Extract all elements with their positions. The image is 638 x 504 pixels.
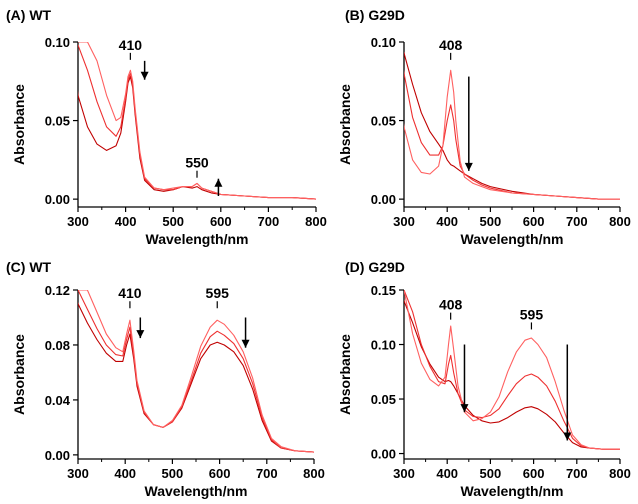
series-line: [404, 69, 620, 200]
x-axis-label: Wavelength/nm: [461, 231, 564, 247]
panel-label: (D) G29D: [345, 259, 405, 275]
y-tick-label: 0.05: [45, 114, 70, 129]
x-axis-label: Wavelength/nm: [461, 483, 564, 499]
x-tick-label: 500: [162, 466, 184, 481]
panel-3: (C) WT 300 400 500 600 700 800 0.00 0.04 0.08 0.12…: [6, 259, 325, 499]
y-tick-label: 0.05: [371, 392, 396, 407]
y-tick-label: 0.00: [371, 447, 396, 462]
y-tick-label: 0.10: [371, 338, 396, 353]
series-group: [404, 290, 620, 450]
y-axis-label: Absorbance: [337, 334, 353, 415]
x-tick-label: 800: [609, 466, 631, 481]
arrow-down-icon: [460, 404, 469, 413]
x-tick-label: 600: [523, 466, 545, 481]
peak-label: 410: [118, 285, 142, 301]
x-tick-label: 700: [256, 466, 278, 481]
x-tick-label: 700: [566, 466, 588, 481]
series-line: [78, 302, 314, 453]
series-line: [404, 51, 620, 200]
peak-label: 550: [185, 155, 209, 171]
x-tick-label: 600: [209, 466, 231, 481]
y-tick-label: 0.00: [45, 448, 70, 463]
x-tick-label: 700: [566, 214, 588, 229]
arrow-down-icon: [464, 162, 473, 171]
series-group: [404, 51, 620, 200]
peak-label: 595: [206, 285, 230, 301]
x-tick-label: 300: [393, 466, 415, 481]
x-tick-label: 700: [258, 214, 280, 229]
panel-1: (A) WT 300 400 500 600 700 800 0.00 0.05 0.10 Wave…: [6, 7, 327, 247]
panel-2: (B) G29D 300 400 500 600 700 800 0.00 0.05 0.10 Wa…: [337, 7, 631, 247]
arrow-down-icon: [563, 432, 572, 441]
series-line: [78, 290, 314, 453]
x-tick-label: 400: [436, 214, 458, 229]
y-tick-label: 0.10: [45, 35, 70, 50]
x-axis-label: Wavelength/nm: [146, 231, 249, 247]
x-tick-label: 800: [305, 214, 327, 229]
arrow-down-icon: [241, 339, 250, 348]
y-tick-label: 0.12: [45, 283, 70, 298]
y-tick-label: 0.08: [45, 338, 70, 353]
series-line: [404, 69, 620, 200]
x-tick-label: 300: [67, 214, 89, 229]
panel-label: (C) WT: [6, 259, 52, 275]
x-tick-label: 800: [303, 466, 325, 481]
panel-label: (A) WT: [6, 7, 52, 23]
peak-label: 595: [520, 306, 544, 322]
series-group: [78, 290, 314, 453]
series-line: [404, 290, 620, 450]
y-tick-label: 0.05: [371, 114, 396, 129]
x-tick-label: 400: [115, 214, 137, 229]
y-tick-label: 0.04: [45, 393, 71, 408]
peak-label: 408: [439, 37, 463, 53]
x-tick-label: 300: [67, 466, 89, 481]
y-tick-label: 0.00: [371, 192, 396, 207]
series-line: [78, 290, 314, 453]
panel-4: (D) G29D 300 400 500 600 700 800 0.00 0.05 0.10 0.…: [337, 259, 631, 499]
x-tick-label: 800: [609, 214, 631, 229]
x-tick-label: 400: [114, 466, 136, 481]
x-tick-label: 500: [162, 214, 184, 229]
y-axis-label: Absorbance: [11, 334, 27, 415]
x-tick-label: 300: [393, 214, 415, 229]
arrow-down-icon: [140, 71, 149, 80]
x-tick-label: 600: [523, 214, 545, 229]
x-axis-label: Wavelength/nm: [145, 483, 248, 499]
panel-label: (B) G29D: [345, 7, 405, 23]
arrow-down-icon: [136, 330, 145, 339]
y-tick-label: 0.10: [371, 35, 396, 50]
x-tick-label: 500: [480, 466, 502, 481]
arrow-up-icon: [214, 178, 223, 187]
peak-label: 410: [119, 37, 143, 53]
peak-label: 408: [439, 297, 463, 313]
series-group: [78, 42, 316, 200]
x-tick-label: 500: [480, 214, 502, 229]
y-axis-label: Absorbance: [11, 84, 27, 165]
series-line: [404, 299, 620, 450]
series-line: [78, 76, 316, 200]
series-line: [78, 42, 316, 200]
series-line: [78, 44, 316, 200]
series-line: [404, 290, 620, 450]
x-tick-label: 400: [436, 466, 458, 481]
x-tick-label: 600: [210, 214, 232, 229]
y-tick-label: 0.00: [45, 192, 70, 207]
y-axis-label: Absorbance: [337, 84, 353, 165]
y-tick-label: 0.15: [371, 283, 396, 298]
